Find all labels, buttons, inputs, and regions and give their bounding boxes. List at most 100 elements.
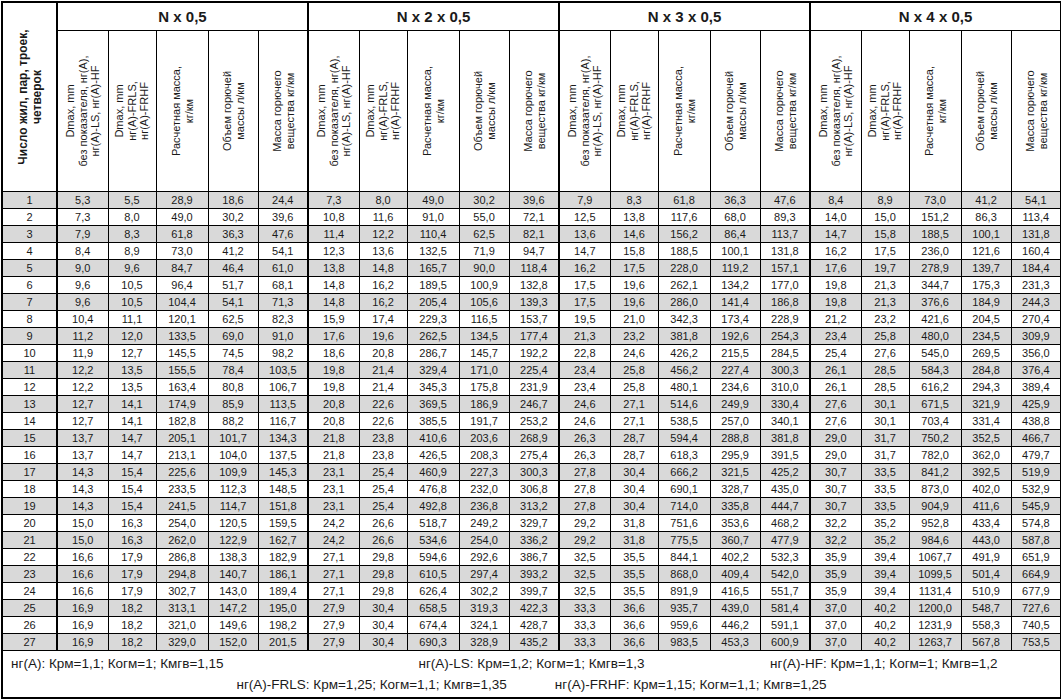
table-cell: 300,3 xyxy=(760,362,810,379)
row-number: 25 xyxy=(2,600,57,617)
table-cell: 352,5 xyxy=(961,430,1011,447)
table-cell: 14,8 xyxy=(359,260,407,277)
table-cell: 518,7 xyxy=(407,515,459,532)
table-cell: 618,3 xyxy=(658,447,710,464)
column-header-label: Dmax, mm нг(А)-FRLS, нг(А)-FRHF xyxy=(615,35,653,187)
table-cell: 98,2 xyxy=(258,345,308,362)
table-cell: 336,2 xyxy=(509,532,559,549)
table-cell: 62,5 xyxy=(459,226,509,243)
table-cell: 35,5 xyxy=(610,566,658,583)
table-cell: 96,4 xyxy=(156,277,208,294)
group-title-nx05: N x 0,5 xyxy=(57,2,308,31)
table-cell: 12,2 xyxy=(359,226,407,243)
table-cell: 30,7 xyxy=(810,498,861,515)
table-cell: 15,0 xyxy=(861,209,909,226)
table-cell: 14,1 xyxy=(108,413,156,430)
column-header: Dmax, mm нг(А)-FRLS, нг(А)-FRHF xyxy=(610,31,658,192)
column-header: Масса горючего вещества кг/км xyxy=(760,31,810,192)
table-cell: 17,5 xyxy=(559,294,610,311)
table-cell: 110,4 xyxy=(407,226,459,243)
table-cell: 91,0 xyxy=(258,328,308,345)
table-cell: 25,8 xyxy=(861,328,909,345)
table-cell: 519,9 xyxy=(1011,464,1061,481)
table-cell: 12,0 xyxy=(108,328,156,345)
coef-ng-hf: нг(А)-HF: Крм=1,1; Когм=1; Кмгв=1,2 xyxy=(770,653,998,674)
table-cell: 16,2 xyxy=(559,260,610,277)
table-cell: 120,1 xyxy=(156,311,208,328)
table-cell: 151,8 xyxy=(258,498,308,515)
table-cell: 232,0 xyxy=(459,481,509,498)
table-cell: 426,5 xyxy=(407,447,459,464)
table-cell: 24,6 xyxy=(559,413,610,430)
table-cell: 213,1 xyxy=(156,447,208,464)
table-cell: 145,3 xyxy=(258,464,308,481)
table-cell: 25,4 xyxy=(359,464,407,481)
table-cell: 750,2 xyxy=(909,430,961,447)
table-cell: 201,5 xyxy=(258,634,308,651)
table-cell: 163,4 xyxy=(156,379,208,396)
table-cell: 294,3 xyxy=(961,379,1011,396)
table-cell: 360,7 xyxy=(710,532,760,549)
table-cell: 182,8 xyxy=(156,413,208,430)
coef-ng-frhf: нг(А)-FRHF: Крм=1,15; Когм=1,1; Кмгв=1,2… xyxy=(555,674,827,695)
table-cell: 386,7 xyxy=(509,549,559,566)
table-cell: 71,3 xyxy=(258,294,308,311)
row-number: 19 xyxy=(2,498,57,515)
table-cell: 30,1 xyxy=(861,396,909,413)
table-cell: 85,9 xyxy=(208,396,258,413)
table-cell: 225,6 xyxy=(156,464,208,481)
table-cell: 545,9 xyxy=(1011,498,1061,515)
table-cell: 775,5 xyxy=(658,532,710,549)
table-cell: 231,3 xyxy=(1011,277,1061,294)
table-cell: 21,8 xyxy=(308,447,359,464)
table-cell: 329,4 xyxy=(407,362,459,379)
column-header-label: Расчетная масса, кг/км xyxy=(923,35,948,187)
table-cell: 165,7 xyxy=(407,260,459,277)
row-number: 22 xyxy=(2,549,57,566)
table-cell: 24,6 xyxy=(610,345,658,362)
table-cell: 36,6 xyxy=(610,600,658,617)
table-cell: 381,8 xyxy=(760,430,810,447)
table-cell: 28,5 xyxy=(861,379,909,396)
table-cell: 16,6 xyxy=(57,583,108,600)
table-cell: 671,5 xyxy=(909,396,961,413)
table-cell: 29,8 xyxy=(359,566,407,583)
table-row: 37,98,361,836,347,611,412,2110,462,582,1… xyxy=(2,226,1061,243)
table-cell: 476,8 xyxy=(407,481,459,498)
table-cell: 262,5 xyxy=(407,328,459,345)
column-header: Объем горючей массы л/км xyxy=(710,31,760,192)
table-cell: 119,2 xyxy=(710,260,760,277)
table-cell: 14,1 xyxy=(108,396,156,413)
table-cell: 16,9 xyxy=(57,600,108,617)
table-cell: 19,8 xyxy=(810,294,861,311)
table-cell: 19,8 xyxy=(810,277,861,294)
table-cell: 184,9 xyxy=(961,294,1011,311)
table-cell: 439,0 xyxy=(710,600,760,617)
table-cell: 13,8 xyxy=(308,260,359,277)
table-cell: 141,4 xyxy=(710,294,760,311)
table-cell: 9,6 xyxy=(108,260,156,277)
row-number: 12 xyxy=(2,379,57,396)
table-cell: 262,0 xyxy=(156,532,208,549)
table-cell: 23,8 xyxy=(359,447,407,464)
table-cell: 15,4 xyxy=(108,498,156,515)
column-header-label: Объем горючей массы л/км xyxy=(723,35,748,187)
table-cell: 68,0 xyxy=(710,209,760,226)
table-cell: 228,0 xyxy=(658,260,710,277)
table-cell: 23,4 xyxy=(810,328,861,345)
table-cell: 36,3 xyxy=(710,192,760,209)
table-cell: 189,5 xyxy=(407,277,459,294)
table-cell: 27,1 xyxy=(308,583,359,600)
coef-ng: нг(А): Крм=1,1; Когм=1; Кмгв=1,15 xyxy=(3,653,224,674)
table-cell: 39,4 xyxy=(861,566,909,583)
table-cell: 24,4 xyxy=(258,192,308,209)
table-cell: 27,1 xyxy=(308,566,359,583)
table-cell: 145,5 xyxy=(156,345,208,362)
table-cell: 492,8 xyxy=(407,498,459,515)
table-cell: 587,8 xyxy=(1011,532,1061,549)
table-cell: 421,6 xyxy=(909,311,961,328)
table-cell: 68,1 xyxy=(258,277,308,294)
table-cell: 30,4 xyxy=(359,617,407,634)
table-cell: 658,5 xyxy=(407,600,459,617)
column-header-label: Dmax, mm нг(А)-FRLS, нг(А)-FRHF xyxy=(866,35,904,187)
